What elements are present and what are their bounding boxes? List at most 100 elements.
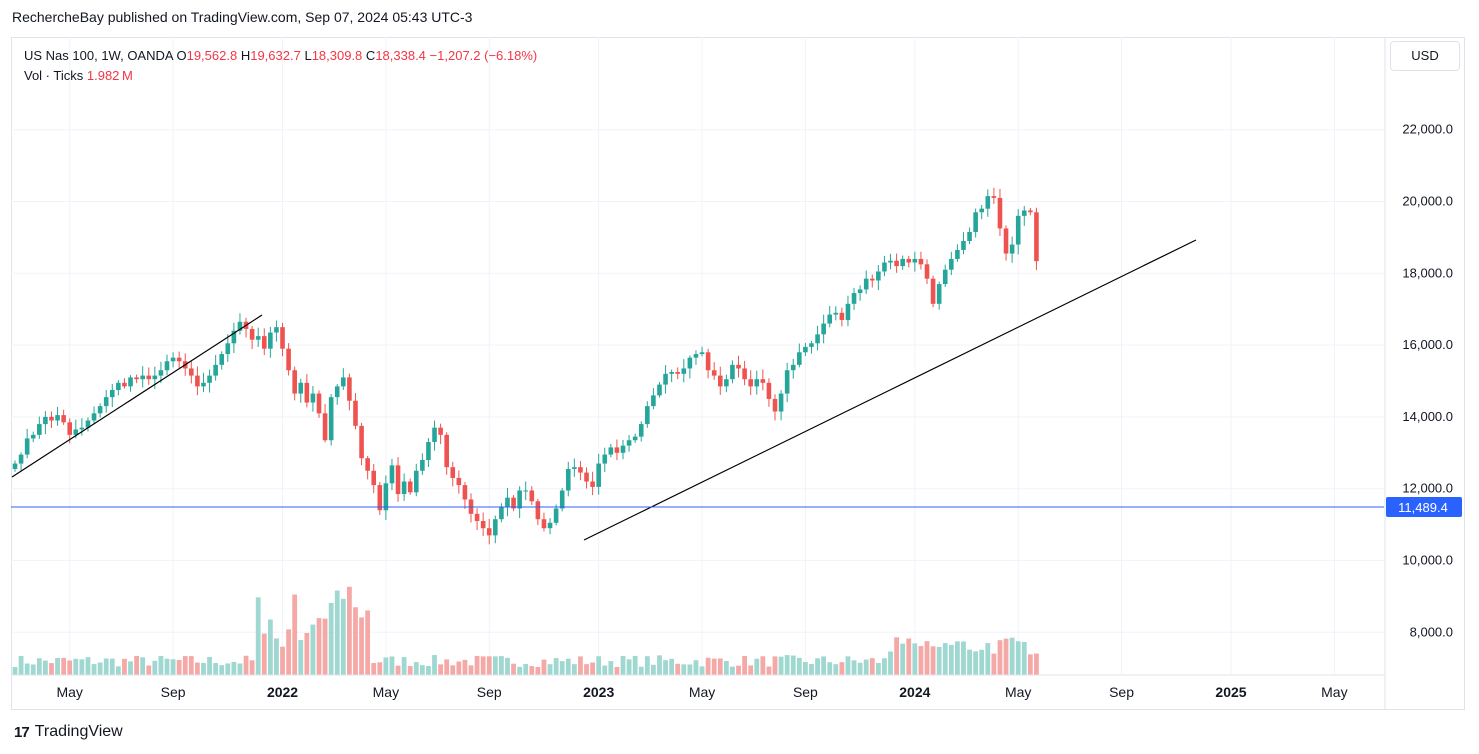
candle-body[interactable] [936, 284, 942, 304]
candle-body[interactable] [255, 336, 261, 340]
candle-body[interactable] [985, 196, 991, 209]
candle-body[interactable] [888, 260, 893, 263]
candle-body[interactable] [237, 321, 243, 331]
candle-body[interactable] [12, 463, 18, 469]
currency-button[interactable]: USD [1390, 41, 1460, 71]
candle-body[interactable] [547, 522, 553, 529]
candle-body[interactable] [316, 393, 322, 414]
candle-body[interactable] [18, 454, 24, 464]
candle-body[interactable] [231, 330, 237, 344]
candle-body[interactable] [195, 375, 200, 387]
candle-body[interactable] [590, 481, 595, 487]
candle-body[interactable] [942, 269, 948, 285]
candle-body[interactable] [578, 467, 583, 473]
candle-body[interactable] [249, 328, 255, 340]
candle-body[interactable] [906, 258, 912, 263]
candle-body[interactable] [912, 258, 918, 263]
candle-body[interactable] [596, 463, 601, 487]
candle-body[interactable] [122, 382, 127, 387]
candle-body[interactable] [784, 370, 790, 394]
candle-body[interactable] [645, 406, 650, 425]
candle-body[interactable] [681, 368, 687, 374]
candle-body[interactable] [553, 508, 559, 523]
candle-body[interactable] [225, 343, 231, 355]
tradingview-brand[interactable]: TradingView [34, 723, 123, 740]
candle-body[interactable] [176, 357, 182, 362]
candle-body[interactable] [699, 352, 705, 355]
candle-body[interactable] [638, 424, 644, 437]
candle-body[interactable] [480, 521, 486, 529]
candle-body[interactable] [657, 384, 662, 396]
candle-body[interactable] [353, 400, 358, 426]
candle-body[interactable] [797, 352, 802, 365]
candle-body[interactable] [371, 470, 377, 486]
candle-body[interactable] [55, 415, 60, 421]
candle-body[interactable] [711, 370, 717, 376]
candle-body[interactable] [328, 397, 334, 441]
candle-body[interactable] [140, 375, 145, 380]
candle-body[interactable] [626, 440, 632, 446]
candle-body[interactable] [900, 258, 905, 267]
candle-body[interactable] [717, 375, 723, 387]
candle-body[interactable] [790, 364, 796, 371]
candle-body[interactable] [152, 375, 158, 380]
candle-body[interactable] [991, 196, 997, 198]
candle-body[interactable] [97, 406, 103, 414]
symbol-title[interactable]: US Nas 100, 1W, OANDA [24, 48, 173, 63]
candle-body[interactable] [760, 379, 766, 383]
candle-body[interactable] [803, 346, 808, 353]
candle-body[interactable] [736, 364, 741, 369]
candle-body[interactable] [103, 397, 109, 407]
volume-label[interactable]: Vol · Ticks [24, 68, 84, 83]
candle-body[interactable] [213, 364, 218, 376]
candle-body[interactable] [79, 427, 85, 430]
candle-body[interactable] [876, 271, 881, 281]
candle-body[interactable] [432, 427, 437, 443]
candle-body[interactable] [924, 264, 930, 279]
candle-body[interactable] [523, 490, 529, 492]
candle-body[interactable] [219, 354, 225, 365]
candle-body[interactable] [584, 472, 589, 482]
candle-body[interactable] [146, 375, 152, 380]
candle-body[interactable] [274, 327, 279, 333]
candle-body[interactable] [535, 501, 541, 520]
candle-body[interactable] [61, 415, 66, 423]
candle-body[interactable] [438, 427, 443, 435]
candle-body[interactable] [420, 459, 425, 471]
candle-body[interactable] [359, 425, 364, 459]
candle-body[interactable] [949, 258, 954, 270]
candle-body[interactable] [693, 354, 699, 358]
candle-body[interactable] [1015, 215, 1021, 245]
candle-body[interactable] [365, 458, 370, 471]
candle-body[interactable] [529, 490, 535, 502]
candle-body[interactable] [134, 377, 139, 380]
candle-body[interactable] [1009, 244, 1015, 254]
candle-body[interactable] [109, 389, 115, 398]
candle-body[interactable] [347, 377, 352, 401]
candle-body[interactable] [292, 370, 297, 394]
candle-body[interactable] [669, 372, 674, 374]
candle-body[interactable] [705, 352, 711, 371]
candle-body[interactable] [493, 519, 498, 536]
candle-body[interactable] [499, 506, 504, 520]
candle-body[interactable] [857, 289, 863, 294]
candle-body[interactable] [334, 386, 340, 398]
candle-body[interactable] [997, 197, 1003, 229]
candle-body[interactable] [286, 348, 291, 371]
candle-body[interactable] [310, 393, 316, 403]
candle-body[interactable] [742, 368, 747, 380]
candle-body[interactable] [450, 467, 456, 478]
candle-body[interactable] [395, 465, 401, 495]
candle-body[interactable] [894, 260, 899, 267]
candle-body[interactable] [815, 334, 820, 344]
candle-body[interactable] [632, 436, 638, 441]
candle-body[interactable] [401, 481, 407, 495]
candle-body[interactable] [383, 483, 389, 511]
candle-body[interactable] [1021, 210, 1027, 216]
candle-body[interactable] [170, 357, 176, 362]
candle-body[interactable] [517, 490, 522, 509]
candle-body[interactable] [675, 372, 681, 374]
candle-body[interactable] [863, 278, 869, 290]
candle-body[interactable] [116, 382, 121, 390]
candle-body[interactable] [541, 519, 547, 529]
